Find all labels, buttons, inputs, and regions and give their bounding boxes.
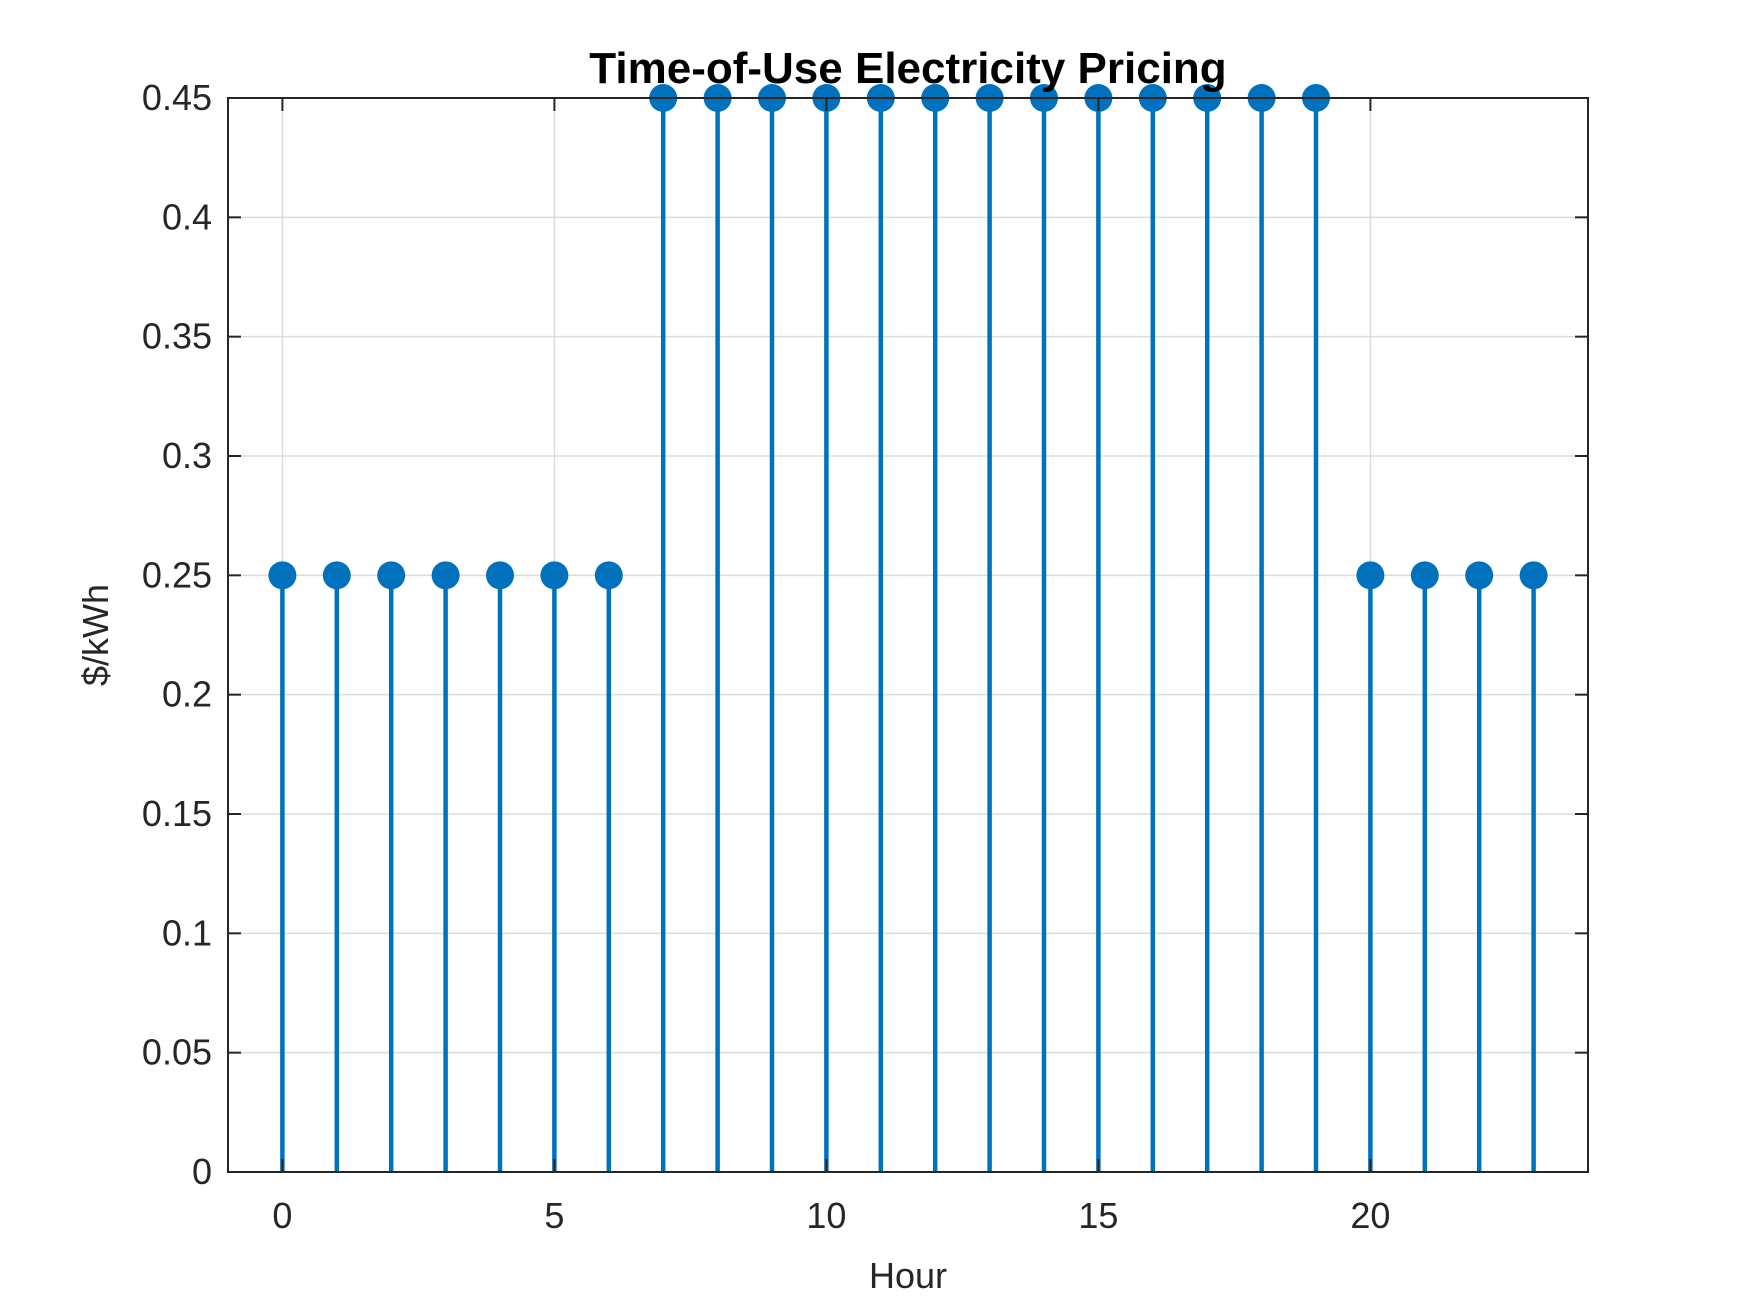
- y-tick-label: 0.4: [162, 196, 212, 237]
- y-tick-label: 0.25: [142, 554, 212, 595]
- stem-marker: [1356, 561, 1385, 590]
- stem-marker: [268, 561, 297, 590]
- x-axis-label: Hour: [869, 1255, 947, 1296]
- stem-marker: [431, 561, 460, 590]
- y-tick-label: 0.1: [162, 912, 212, 953]
- y-tick-label: 0.45: [142, 77, 212, 118]
- x-tick-label: 5: [544, 1195, 564, 1236]
- y-tick-label: 0.05: [142, 1032, 212, 1073]
- stem-series: [268, 84, 1548, 1172]
- grid-lines: [228, 97, 1588, 1173]
- chart-title: Time-of-Use Electricity Pricing: [589, 44, 1226, 93]
- stem-marker: [377, 561, 406, 590]
- x-tick-label: 0: [272, 1195, 292, 1236]
- plot-area-frame: [227, 97, 1589, 1173]
- stem-marker: [1465, 561, 1494, 590]
- stem-marker: [540, 561, 569, 590]
- y-axis-label: $/kWh: [75, 584, 116, 686]
- y-tick-label: 0.2: [162, 674, 212, 715]
- stem-marker: [322, 561, 351, 590]
- y-tick-label: 0.35: [142, 316, 212, 357]
- stem-marker: [486, 561, 514, 590]
- y-tick-label: 0: [192, 1151, 212, 1192]
- x-tick-label: 20: [1350, 1195, 1390, 1236]
- y-tick-label: 0.3: [162, 435, 212, 476]
- y-tick-label: 0.15: [142, 793, 212, 834]
- x-tick-label: 10: [806, 1195, 846, 1236]
- x-tick-label: 15: [1078, 1195, 1118, 1236]
- axis-ticks: [228, 97, 1588, 1173]
- stem-marker: [594, 561, 623, 590]
- stem-marker: [1519, 561, 1548, 590]
- stem-marker: [1410, 561, 1439, 590]
- tick-labels: 0 5 10 15 20 0 0.05 0.1 0.15 0.2 0.25 0.3 0.35 0.4 0.4…: [142, 77, 1391, 1236]
